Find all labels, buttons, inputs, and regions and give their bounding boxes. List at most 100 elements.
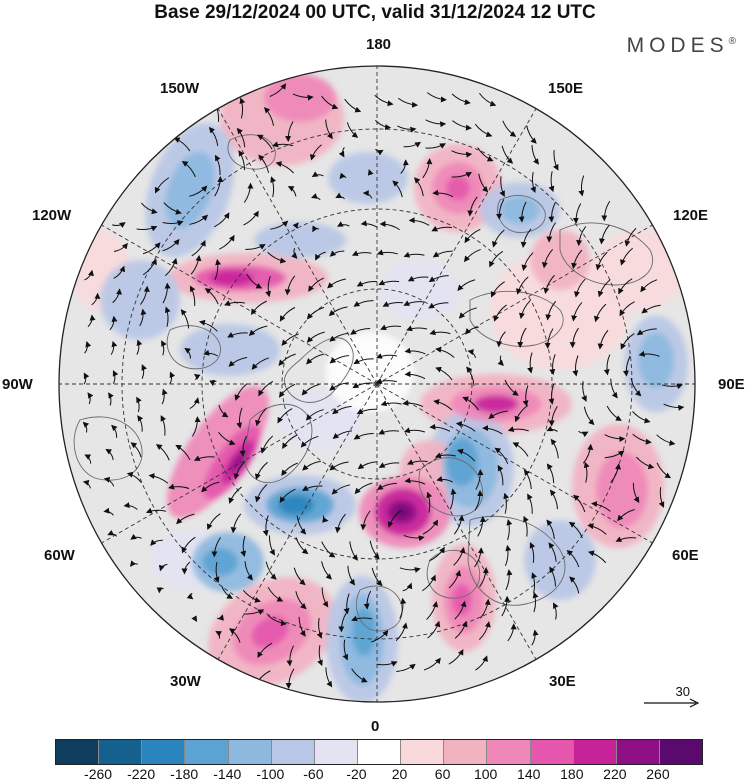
wind-vector xyxy=(426,491,433,513)
wind-vector xyxy=(339,172,347,180)
wind-vector xyxy=(425,143,446,149)
wind-vector xyxy=(258,154,270,173)
anomaly-contour xyxy=(166,385,270,519)
wind-vector xyxy=(518,300,531,320)
wind-vector xyxy=(568,521,583,539)
wind-vector xyxy=(548,542,557,562)
wind-vector xyxy=(406,325,428,332)
wind-vector xyxy=(173,137,191,152)
wind-vector xyxy=(480,598,491,619)
wind-vector xyxy=(278,383,296,398)
wind-vector xyxy=(426,92,447,103)
wind-vector xyxy=(493,304,507,322)
wind-vector xyxy=(527,493,533,514)
wind-vector xyxy=(112,370,119,384)
meridian-line xyxy=(376,223,655,385)
wind-vector xyxy=(103,507,114,516)
anomaly-contour xyxy=(100,260,180,340)
wind-vector xyxy=(206,513,221,530)
colorbar-swatch xyxy=(271,740,315,764)
wind-vector xyxy=(110,340,118,355)
wind-vector xyxy=(263,107,275,126)
colorbar-tick-label: 20 xyxy=(391,766,408,782)
colorbar-tick-label: 140 xyxy=(517,766,541,782)
wind-vector xyxy=(228,628,241,643)
wind-vector xyxy=(126,471,142,484)
wind-vector xyxy=(399,567,421,573)
wind-vector xyxy=(236,407,243,429)
wind-vector xyxy=(242,590,261,603)
brand-logo: MODES® xyxy=(627,34,736,58)
wind-vector xyxy=(587,550,607,564)
wind-vector xyxy=(396,663,416,672)
wind-vector xyxy=(240,535,247,557)
anomaly-contour xyxy=(596,452,648,528)
wind-vector xyxy=(622,355,631,377)
wind-vector xyxy=(638,350,660,357)
wind-vector xyxy=(477,515,486,537)
polar-cap-region xyxy=(326,332,414,412)
wind-vector xyxy=(376,661,398,667)
wind-vector xyxy=(228,356,248,367)
wind-vector xyxy=(279,488,296,503)
wind-vector xyxy=(311,171,324,178)
anomaly-contour xyxy=(524,520,596,600)
anomaly-contour xyxy=(328,152,408,204)
wind-vector xyxy=(83,372,90,385)
wind-vector xyxy=(322,515,329,523)
wind-vector xyxy=(549,354,556,376)
wind-vector xyxy=(211,537,221,558)
wind-vector xyxy=(425,119,447,128)
wind-vector xyxy=(246,273,263,289)
wind-vector xyxy=(309,144,322,161)
wind-vector xyxy=(190,254,202,275)
wind-vector xyxy=(302,485,323,491)
wind-vector xyxy=(189,214,209,225)
wind-vector xyxy=(545,300,557,321)
wind-vector xyxy=(595,251,608,271)
wind-vector xyxy=(285,121,294,143)
wind-vector xyxy=(497,355,504,366)
wind-vector xyxy=(353,433,374,440)
wind-vector xyxy=(228,486,242,504)
wind-vector xyxy=(351,668,368,683)
wind-vector xyxy=(87,392,94,405)
wind-vector xyxy=(620,247,633,266)
wind-vector xyxy=(243,182,254,203)
wind-vector xyxy=(572,203,582,224)
wind-vector xyxy=(603,354,611,376)
wind-vector xyxy=(640,279,658,293)
wind-vector xyxy=(504,379,519,396)
wind-vector xyxy=(431,225,453,232)
wind-vector xyxy=(423,657,441,671)
wind-vector xyxy=(300,435,319,448)
wind-vector xyxy=(526,125,537,144)
wind-vector xyxy=(164,257,178,277)
wind-vector xyxy=(376,249,399,256)
wind-vector xyxy=(214,258,222,281)
wind-vector xyxy=(123,502,138,510)
wind-vector xyxy=(258,380,274,397)
lon-label-60w: 60W xyxy=(44,547,75,564)
wind-vector xyxy=(507,426,529,432)
wind-vector xyxy=(530,172,536,193)
anomaly-contour xyxy=(380,260,460,320)
wind-vector xyxy=(332,430,352,439)
wind-vector xyxy=(338,611,348,633)
wind-vector xyxy=(334,513,346,534)
wind-vector xyxy=(193,373,201,381)
wind-vector xyxy=(234,383,248,401)
wind-vector xyxy=(162,238,180,252)
wind-vector xyxy=(414,177,424,197)
wind-vector xyxy=(453,514,465,535)
wind-vector xyxy=(403,534,425,542)
wind-vector xyxy=(663,403,685,411)
wind-vector xyxy=(636,328,657,336)
wind-vector xyxy=(422,158,433,179)
wind-vector xyxy=(404,371,426,380)
wind-vector xyxy=(260,435,274,454)
wind-vector xyxy=(218,432,236,446)
wind-vector xyxy=(285,668,295,690)
wind-vector xyxy=(317,645,323,667)
anomaly-contour xyxy=(254,222,346,258)
